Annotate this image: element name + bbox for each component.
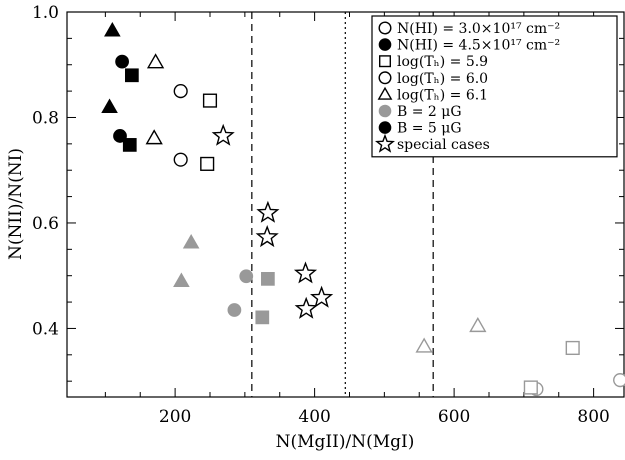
y-tick-label: 0.6 [32, 214, 59, 234]
data-point [469, 316, 487, 333]
data-point [227, 303, 242, 317]
data-point [182, 234, 200, 249]
legend-marker [374, 133, 396, 153]
data-point [200, 156, 215, 171]
legend-box [371, 15, 618, 158]
data-point [523, 380, 538, 395]
data-point [173, 272, 190, 288]
legend-marker [378, 121, 392, 134]
x-tick-label: 600 [438, 407, 470, 427]
data-point [294, 296, 318, 319]
y-tick-label: 0.4 [32, 319, 59, 339]
legend-label: special cases [397, 137, 490, 153]
legend-marker [379, 55, 392, 68]
data-point [202, 93, 218, 108]
data-point [211, 123, 235, 146]
x-tick-label: 400 [298, 407, 330, 427]
legend-marker [378, 71, 392, 85]
data-point [145, 129, 163, 145]
data-point [173, 84, 188, 99]
data-point [122, 138, 137, 152]
data-point [255, 310, 270, 325]
data-point [146, 53, 165, 69]
data-point [310, 285, 334, 308]
data-point [101, 98, 118, 114]
legend-label: log(Tₕ) = 5.9 [397, 54, 488, 70]
x-tick-label: 800 [577, 407, 609, 427]
data-point [115, 54, 129, 69]
y-tick-label: 0.8 [32, 108, 59, 128]
data-point [293, 261, 318, 284]
legend-marker [378, 38, 392, 51]
data-point [415, 337, 433, 353]
legend-label: N(HI) = 4.5×10¹⁷ cm⁻² [397, 38, 560, 54]
legend-label: log(Tₕ) = 6.1 [397, 87, 488, 103]
data-point [125, 68, 139, 83]
legend-marker [378, 21, 392, 35]
legend-label: B = 2 μG [397, 104, 462, 120]
x-tick-label: 200 [159, 407, 191, 427]
y-tick-label: 1.0 [32, 3, 59, 23]
y-axis-label: N(NII)/N(NI) [6, 148, 26, 260]
data-point [261, 272, 275, 286]
x-axis-label: N(MgII)/N(MgI) [276, 432, 415, 452]
legend-marker [377, 86, 393, 100]
data-point [256, 200, 280, 223]
legend-label: log(Tₕ) = 6.0 [397, 71, 488, 87]
data-point [613, 373, 625, 388]
data-point [239, 269, 254, 284]
legend-label: N(HI) = 3.0×10¹⁷ cm⁻² [397, 21, 560, 37]
data-point [173, 152, 188, 167]
data-point [255, 225, 279, 248]
data-point [104, 22, 121, 37]
data-point [565, 340, 580, 356]
legend-label: B = 5 μG [397, 121, 462, 137]
legend-marker [378, 104, 392, 118]
